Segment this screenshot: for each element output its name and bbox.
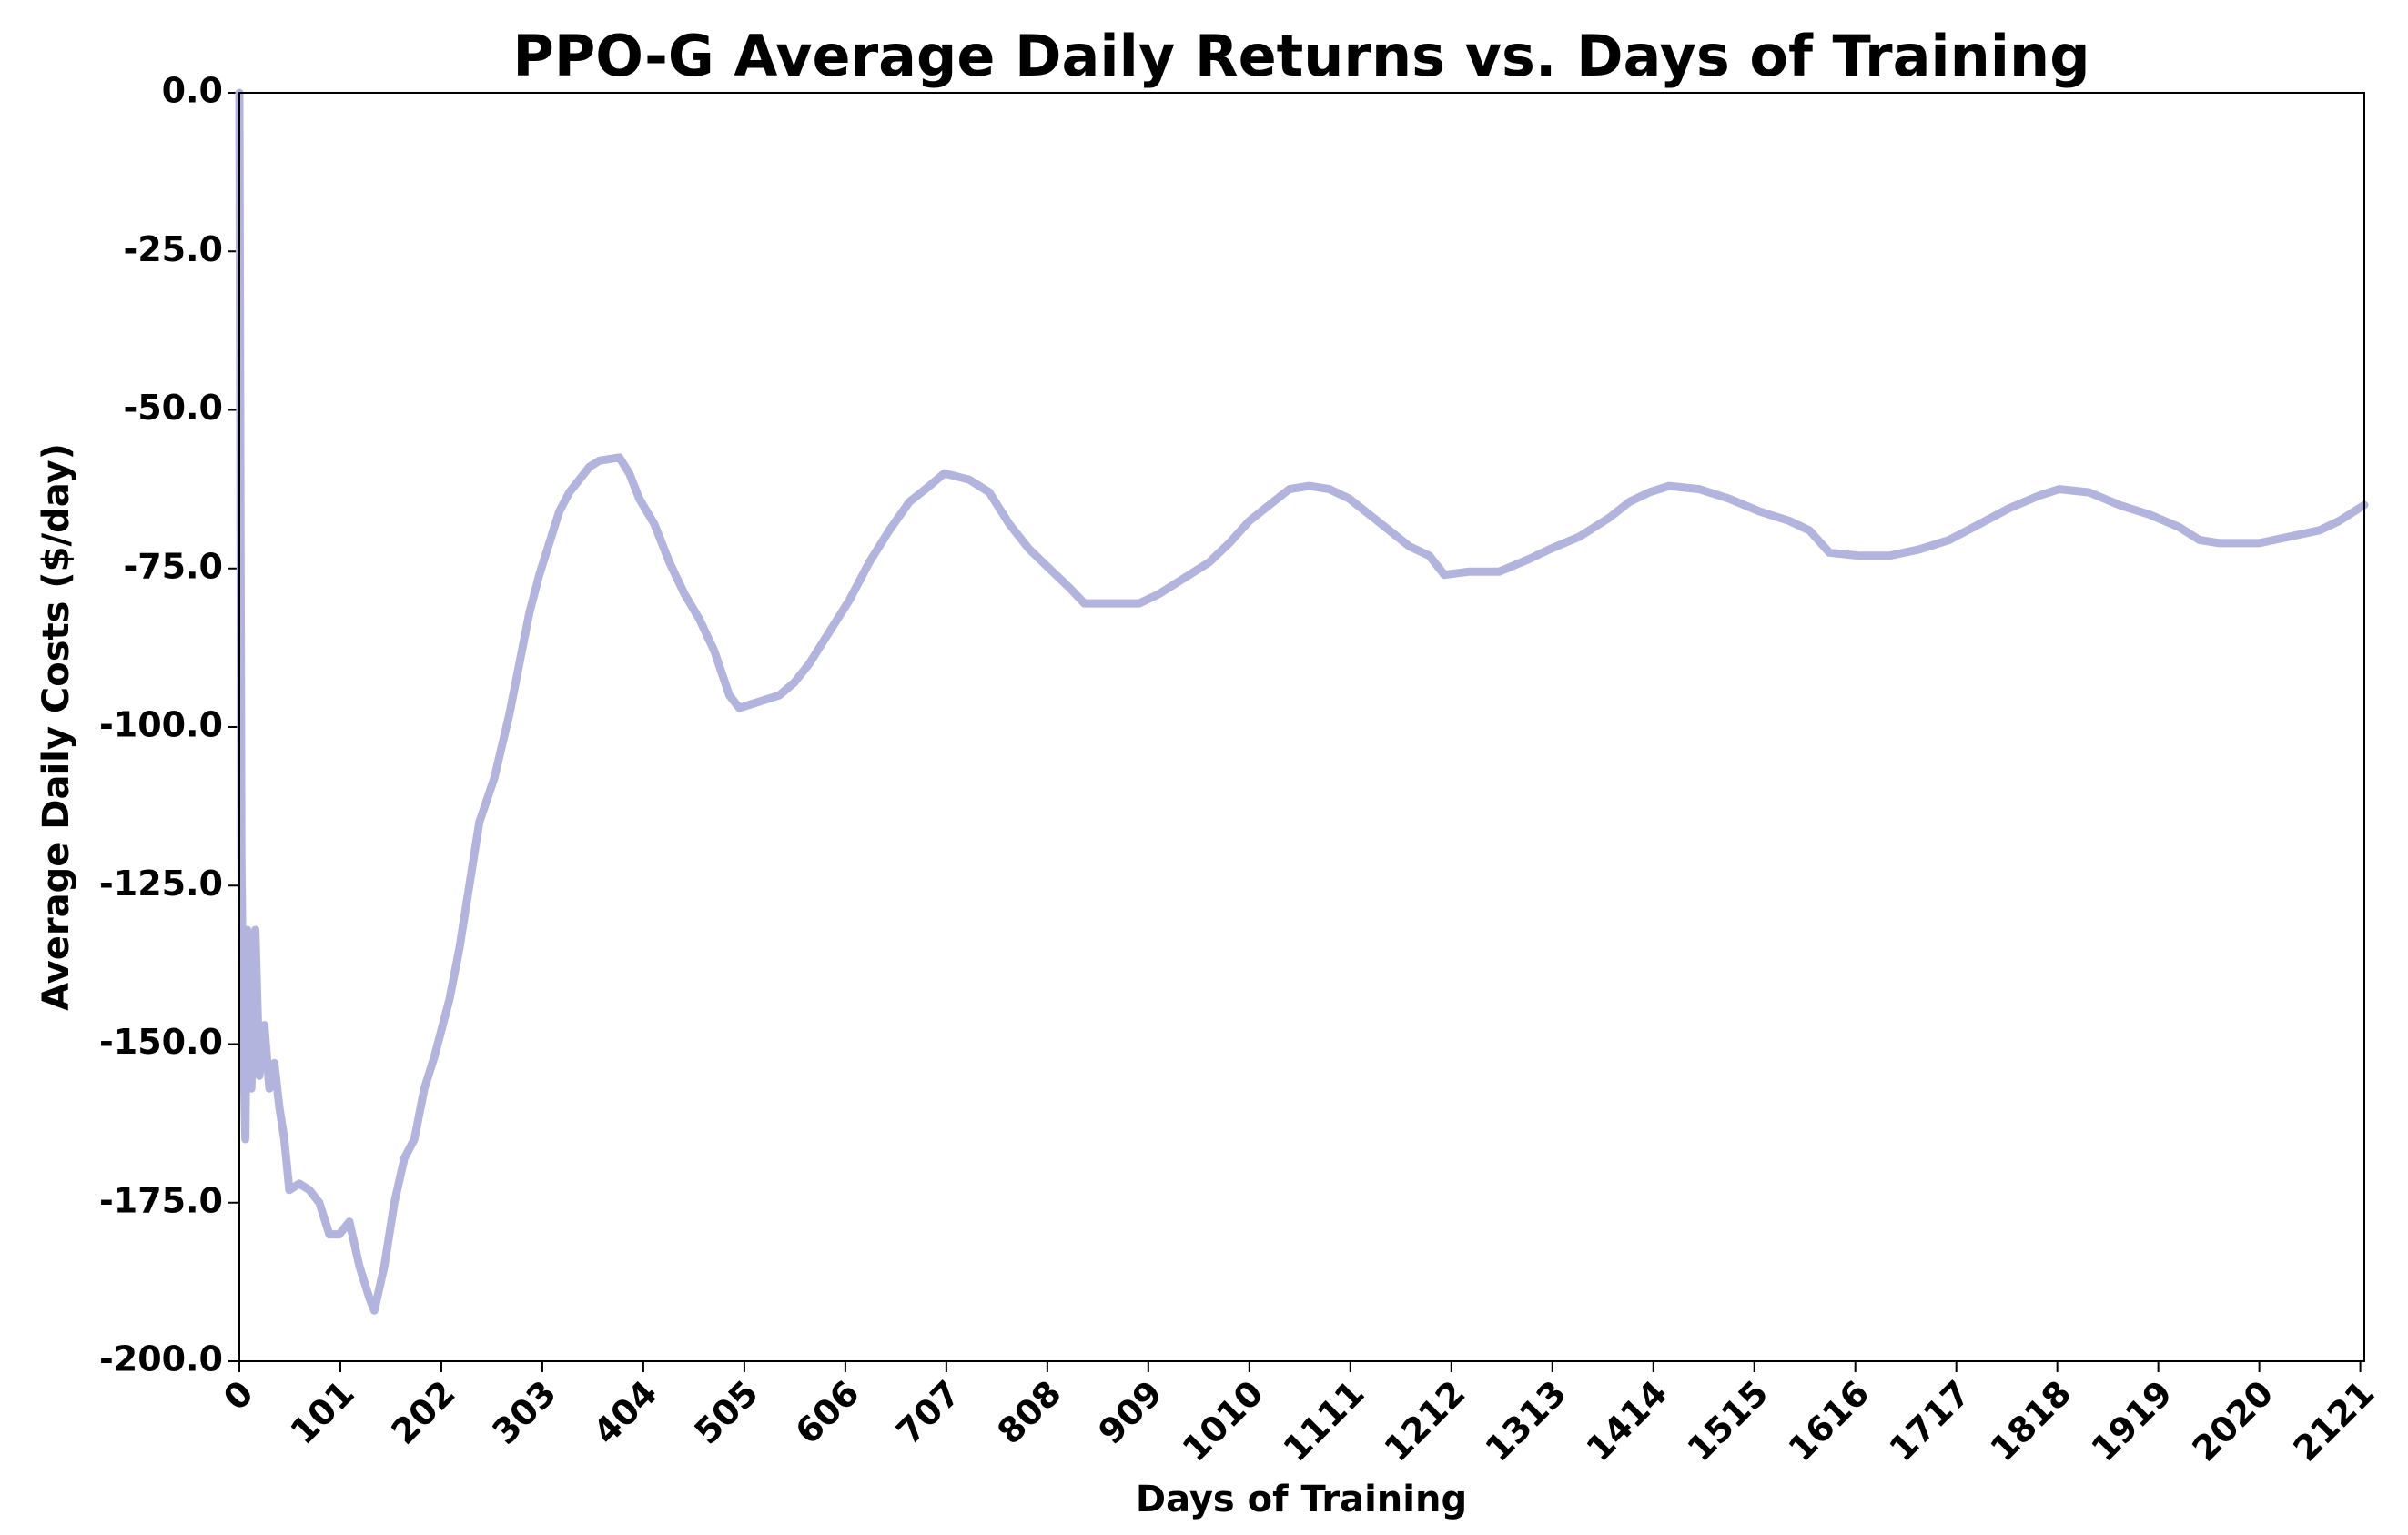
x-tick-label: 1919 xyxy=(2084,1373,2180,1469)
y-tick-label: -100.0 xyxy=(99,705,223,745)
y-tick-label: -75.0 xyxy=(123,546,223,586)
x-tick-label: 202 xyxy=(384,1373,463,1452)
chart-title: PPO-G Average Daily Returns vs. Days of … xyxy=(512,23,2089,89)
x-tick-label: 1414 xyxy=(1579,1373,1675,1469)
x-axis-label: Days of Training xyxy=(1136,1479,1467,1520)
y-tick-label: -50.0 xyxy=(123,388,223,428)
x-tick-label: 2020 xyxy=(2185,1373,2282,1469)
x-tick-label: 1818 xyxy=(1983,1373,2079,1469)
y-tick-label: -125.0 xyxy=(99,863,223,904)
line-series xyxy=(235,88,2369,1315)
x-tick-label: 101 xyxy=(283,1373,362,1452)
y-tick-label: -175.0 xyxy=(99,1180,223,1220)
y-tick-label: -25.0 xyxy=(123,229,223,269)
y-tick-label: -200.0 xyxy=(99,1339,223,1379)
x-tick-label: 1111 xyxy=(1276,1373,1372,1469)
plot-frame xyxy=(238,92,2365,1362)
y-tick-label: 0.0 xyxy=(162,71,223,111)
x-tick-label: 1515 xyxy=(1680,1373,1776,1469)
y-tick-label: -150.0 xyxy=(99,1022,223,1062)
x-tick-label: 1010 xyxy=(1175,1373,1271,1469)
x-tick-label: 1717 xyxy=(1882,1373,1978,1469)
y-axis-label: Average Daily Costs ($/day) xyxy=(35,443,77,1011)
x-tick-label: 1212 xyxy=(1377,1373,1473,1469)
x-tick-label: 808 xyxy=(989,1373,1068,1452)
x-tick-label: 0 xyxy=(216,1373,261,1419)
x-tick-label: 404 xyxy=(586,1373,665,1452)
x-tick-label: 606 xyxy=(787,1373,866,1452)
x-tick-label: 505 xyxy=(686,1373,765,1452)
x-tick-label: 2121 xyxy=(2285,1373,2382,1469)
x-tick-label: 909 xyxy=(1090,1373,1169,1452)
x-tick-label: 303 xyxy=(485,1373,564,1452)
x-tick-label: 707 xyxy=(888,1373,967,1452)
x-tick-label: 1616 xyxy=(1781,1373,1877,1469)
x-tick-label: 1313 xyxy=(1478,1373,1574,1469)
